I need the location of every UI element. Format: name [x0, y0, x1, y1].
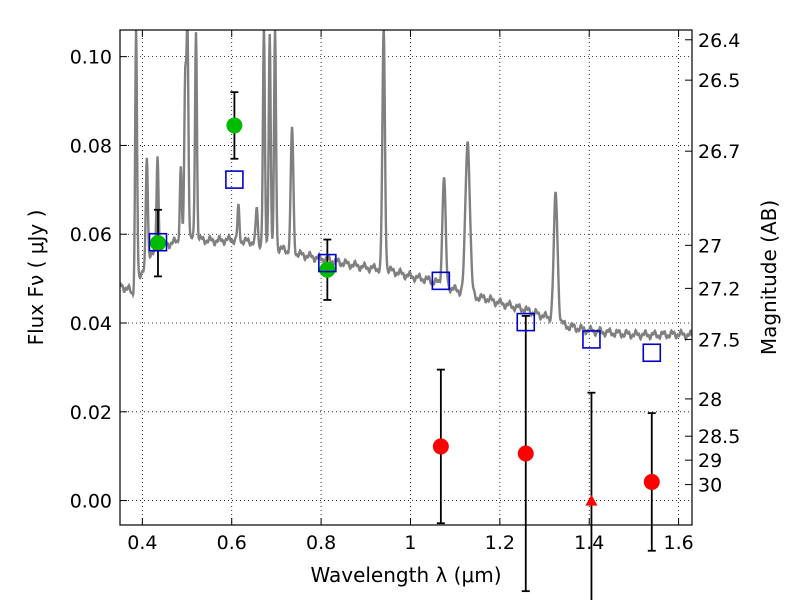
x-tick-label: 0.8 [306, 532, 336, 554]
magnitude-tick-label: 28.5 [698, 426, 740, 448]
y-tick-label: 0.00 [70, 491, 112, 513]
data-point [149, 235, 166, 252]
x-tick-label: 1.4 [574, 532, 604, 554]
magnitude-axis: 26.4 26.5 26.7 27 27.2 27.5 28 28.529 30 [685, 30, 740, 497]
y-tick-label: 0.08 [70, 135, 112, 157]
model-point [225, 170, 244, 189]
x-axis-label: Wavelength λ (μm) [310, 563, 501, 587]
magnitude-tick-label: 26.7 [698, 141, 740, 163]
model-point [431, 271, 451, 291]
x-tick-label: 1 [404, 532, 416, 554]
y-tick-label: 0.04 [70, 313, 112, 335]
y-tick-label: 0.02 [70, 402, 112, 424]
spectrum-line [120, 30, 692, 342]
x-tick-label: 1.6 [663, 532, 693, 554]
x-axis: 0.4 0.6 0.8 1 1.2 1.4 1.6 [127, 30, 694, 554]
plot-frame [119, 29, 693, 526]
model-point [642, 343, 662, 363]
model-point [516, 312, 536, 332]
data-point [643, 473, 660, 490]
y-axis: 0.00 0.02 0.04 0.06 0.08 0.10 [70, 47, 127, 513]
magnitude-tick-label: 27.2 [698, 278, 740, 300]
grid [120, 30, 692, 525]
x-tick-label: 1.2 [485, 532, 515, 554]
magnitude-tick-label: 28 [698, 389, 722, 411]
model-spectrum [120, 30, 692, 342]
x-tick-label: 0.4 [127, 532, 157, 554]
model-point [318, 253, 337, 273]
model-point [582, 330, 601, 349]
magnitude-tick-label: 26.4 [698, 30, 740, 52]
y-tick-label: 0.10 [70, 47, 112, 69]
y-tick-label: 0.06 [70, 224, 112, 246]
magnitude-tick-label: 29 [698, 450, 722, 472]
magnitude-tick-label: 26.5 [698, 70, 740, 92]
data-points [148, 91, 662, 600]
data-point-triangle [585, 494, 598, 506]
data-point [517, 445, 534, 462]
magnitude-tick-label: 27.5 [698, 329, 740, 351]
data-point [226, 117, 243, 134]
magnitude-axis-label: Magnitude (AB) [757, 200, 781, 355]
y-axis-label: Flux Fν ( μJy ) [24, 210, 48, 346]
data-point [319, 261, 336, 278]
data-point [432, 438, 449, 455]
magnitude-tick-label: 30 [698, 475, 722, 497]
model-point [148, 232, 168, 252]
magnitude-tick-label: 27 [698, 235, 722, 257]
x-tick-label: 0.6 [217, 532, 247, 554]
